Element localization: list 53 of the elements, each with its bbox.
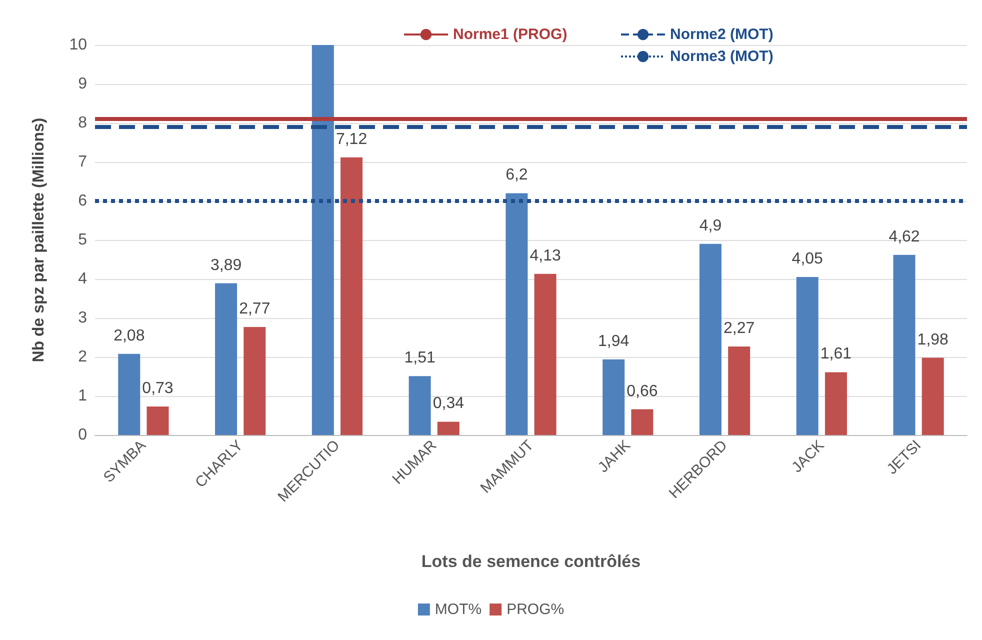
legend-label: Norme1 (PROG) (453, 26, 568, 43)
y-tick-label: 4 (78, 270, 88, 288)
bar (922, 358, 944, 435)
data-label: 1,61 (820, 346, 852, 363)
data-label: 1,51 (404, 350, 436, 367)
y-tick-label: 10 (69, 36, 88, 54)
bar (408, 376, 431, 435)
data-label: 2,77 (239, 300, 270, 318)
data-label: 4,9 (699, 217, 722, 234)
bar (699, 244, 722, 435)
data-label: 4,05 (792, 250, 824, 268)
bar (602, 359, 625, 435)
data-label: 0,66 (626, 382, 658, 400)
bar (215, 283, 238, 435)
data-label: 4,13 (530, 247, 561, 264)
bar (893, 254, 916, 435)
bar (824, 372, 847, 435)
legend-label: Norme3 (MOT) (670, 48, 774, 65)
data-label: 2,08 (114, 327, 145, 344)
y-tick-label: 6 (78, 192, 88, 210)
y-tick-label: 1 (78, 388, 88, 404)
legend-label: PROG% (506, 601, 564, 618)
bar (506, 193, 528, 435)
y-tick-label: 5 (78, 232, 88, 248)
data-label: 3,89 (210, 256, 242, 274)
bar (244, 326, 266, 435)
data-label: 1,98 (917, 331, 949, 348)
y-tick-label: 7 (78, 154, 88, 170)
bar (728, 346, 750, 435)
bar (340, 157, 363, 435)
bar (631, 409, 654, 435)
y-tick-label: 9 (78, 76, 88, 92)
data-label: 0,73 (142, 380, 174, 398)
data-label: 0,34 (432, 395, 464, 412)
y-tick-label: 8 (78, 114, 88, 132)
bar (118, 354, 140, 435)
legend-label: MOT% (434, 601, 482, 618)
data-label: 2,27 (724, 320, 755, 337)
y-tick-label: 0 (78, 426, 88, 444)
bar (312, 45, 334, 435)
bar (146, 406, 169, 435)
data-label: 6,2 (506, 166, 528, 184)
bar (796, 277, 818, 435)
data-label: 4,62 (888, 228, 920, 246)
bar (534, 274, 556, 435)
y-tick-label: 3 (78, 310, 88, 326)
x-axis-title: Lots de semence contrôlés (421, 552, 641, 571)
data-label: 7,12 (336, 130, 368, 148)
y-axis-title: Nb de spz par paillette (Millions) (30, 118, 48, 362)
y-tick-label: 2 (78, 348, 88, 366)
bar (437, 422, 460, 435)
data-label: 1,94 (598, 332, 630, 350)
legend-label: Norme2 (MOT) (670, 26, 774, 43)
